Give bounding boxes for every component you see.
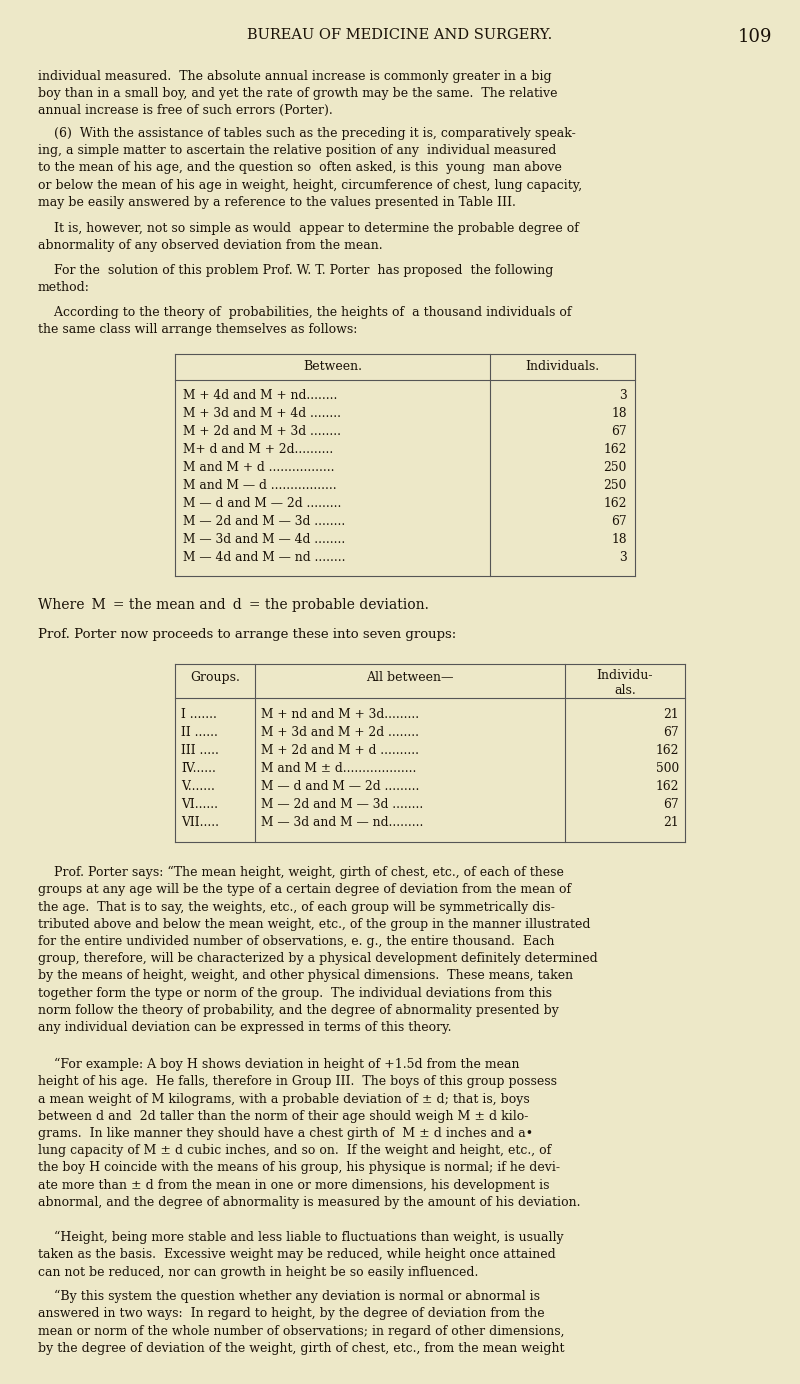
Text: M + nd and M + 3d.........: M + nd and M + 3d.........: [261, 709, 419, 721]
Text: According to the theory of  probabilities, the heights of  a thousand individual: According to the theory of probabilities…: [38, 306, 571, 336]
Text: individual measured.  The absolute annual increase is commonly greater in a big
: individual measured. The absolute annual…: [38, 71, 558, 118]
Text: 250: 250: [604, 479, 627, 491]
Text: M and M ± d...................: M and M ± d...................: [261, 763, 416, 775]
Text: III .....: III .....: [181, 745, 219, 757]
Text: Where  M  = the mean and  d  = the probable deviation.: Where M = the mean and d = the probable …: [38, 598, 429, 612]
Text: 67: 67: [663, 727, 679, 739]
Text: V.......: V.......: [181, 781, 215, 793]
Text: 162: 162: [655, 781, 679, 793]
Text: M + 2d and M + 3d ........: M + 2d and M + 3d ........: [183, 425, 341, 437]
Text: M + 3d and M + 4d ........: M + 3d and M + 4d ........: [183, 407, 341, 419]
Text: 162: 162: [603, 497, 627, 509]
Text: M — 3d and M — nd.........: M — 3d and M — nd.........: [261, 817, 423, 829]
Text: M + 3d and M + 2d ........: M + 3d and M + 2d ........: [261, 727, 419, 739]
Text: For the  solution of this problem Prof. W. T. Porter  has proposed  the followin: For the solution of this problem Prof. W…: [38, 264, 554, 295]
Text: Individuals.: Individuals.: [526, 360, 599, 374]
Text: M and M + d .................: M and M + d .................: [183, 461, 334, 473]
Text: “Height, being more stable and less liable to fluctuations than weight, is usual: “Height, being more stable and less liab…: [38, 1230, 564, 1279]
Text: 67: 67: [663, 799, 679, 811]
Text: M — 3d and M — 4d ........: M — 3d and M — 4d ........: [183, 533, 346, 547]
Text: M — 4d and M — nd ........: M — 4d and M — nd ........: [183, 551, 346, 565]
Text: BUREAU OF MEDICINE AND SURGERY.: BUREAU OF MEDICINE AND SURGERY.: [247, 28, 553, 42]
Text: 3: 3: [619, 389, 627, 401]
Text: Prof. Porter now proceeds to arrange these into seven groups:: Prof. Porter now proceeds to arrange the…: [38, 628, 456, 641]
Text: 500: 500: [656, 763, 679, 775]
Text: M + 2d and M + d ..........: M + 2d and M + d ..........: [261, 745, 419, 757]
Text: 67: 67: [611, 515, 627, 529]
Text: Individu-
als.: Individu- als.: [597, 668, 654, 698]
Text: M — d and M — 2d .........: M — d and M — 2d .........: [261, 781, 419, 793]
Text: IV......: IV......: [181, 763, 216, 775]
Text: 18: 18: [611, 407, 627, 419]
Text: 21: 21: [663, 817, 679, 829]
Text: “For example: A boy H shows deviation in height of +1.5d from the mean
height of: “For example: A boy H shows deviation in…: [38, 1057, 581, 1208]
Text: VI......: VI......: [181, 799, 218, 811]
Text: 67: 67: [611, 425, 627, 437]
Text: 109: 109: [738, 28, 772, 46]
Text: VII.....: VII.....: [181, 817, 219, 829]
Text: M — d and M — 2d .........: M — d and M — 2d .........: [183, 497, 342, 509]
Text: M + 4d and M + nd........: M + 4d and M + nd........: [183, 389, 338, 401]
Text: Prof. Porter says: “The mean height, weight, girth of chest, etc., of each of th: Prof. Porter says: “The mean height, wei…: [38, 866, 598, 1034]
Text: 250: 250: [604, 461, 627, 473]
Text: 3: 3: [619, 551, 627, 565]
Text: “By this system the question whether any deviation is normal or abnormal is
answ: “By this system the question whether any…: [38, 1290, 565, 1355]
Text: (6)  With the assistance of tables such as the preceding it is, comparatively sp: (6) With the assistance of tables such a…: [38, 127, 582, 209]
Text: It is, however, not so simple as would  appear to determine the probable degree : It is, however, not so simple as would a…: [38, 221, 579, 252]
Text: Between.: Between.: [303, 360, 362, 374]
Text: Groups.: Groups.: [190, 671, 240, 684]
Text: 18: 18: [611, 533, 627, 547]
Text: 162: 162: [655, 745, 679, 757]
Text: M — 2d and M — 3d ........: M — 2d and M — 3d ........: [183, 515, 346, 529]
Text: All between—: All between—: [366, 671, 454, 684]
Text: M and M — d .................: M and M — d .................: [183, 479, 337, 491]
Text: I .......: I .......: [181, 709, 217, 721]
Text: M — 2d and M — 3d ........: M — 2d and M — 3d ........: [261, 799, 423, 811]
Text: 162: 162: [603, 443, 627, 455]
Text: M+ d and M + 2d..........: M+ d and M + 2d..........: [183, 443, 334, 455]
Text: II ......: II ......: [181, 727, 218, 739]
Text: 21: 21: [663, 709, 679, 721]
